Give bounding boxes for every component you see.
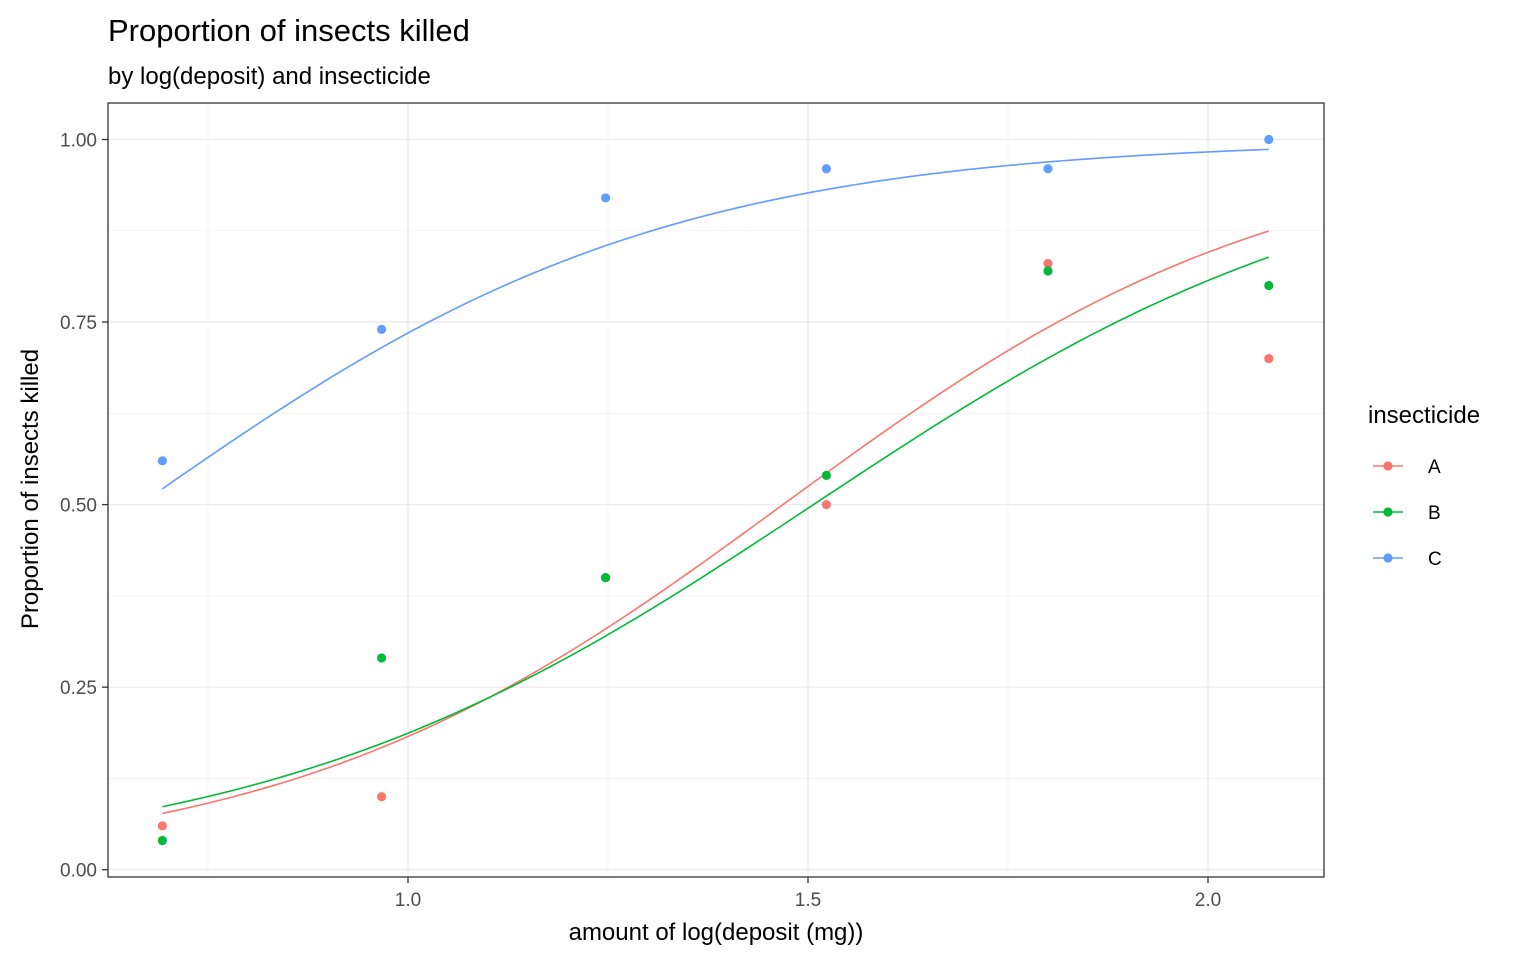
axes: 1.0 1.5 2.0 0.00 0.25 0.50 0.75 1.00 <box>60 131 1221 911</box>
data-point-b <box>1264 280 1274 291</box>
data-points <box>157 134 1274 846</box>
data-point-b <box>377 653 387 663</box>
y-tick-label: 0.25 <box>60 678 97 699</box>
legend-key-point <box>1383 507 1393 517</box>
legend-label: B <box>1428 503 1441 524</box>
y-tick-label: 1.00 <box>60 131 97 152</box>
data-point-b <box>1043 266 1053 276</box>
data-point-b <box>157 835 167 846</box>
fit-line-a <box>162 230 1270 815</box>
grid <box>108 103 1324 877</box>
legend-key-point <box>1383 553 1393 563</box>
fit-line-c <box>161 148 1269 490</box>
data-point-b <box>601 573 611 583</box>
data-point-c <box>1043 164 1053 174</box>
legend: insecticide A B C <box>1368 402 1480 570</box>
data-point-c <box>601 193 611 203</box>
legend-item-a: A <box>1373 457 1441 478</box>
legend-key-point <box>1383 461 1393 471</box>
legend-item-b: B <box>1373 503 1441 524</box>
panel-border <box>107 102 1325 878</box>
legend-label: C <box>1428 549 1442 570</box>
x-tick-label: 1.0 <box>395 890 421 911</box>
data-point-c <box>821 164 832 174</box>
data-point-a <box>1264 353 1274 364</box>
y-tick-label: 0.75 <box>60 313 97 334</box>
y-axis-title: Proportion of insects killed <box>17 349 44 629</box>
data-point-c <box>1264 134 1274 145</box>
fit-line-b <box>162 256 1270 808</box>
data-point-a <box>377 792 387 802</box>
x-axis-title: amount of log(deposit (mg)) <box>569 919 864 946</box>
data-point-a <box>157 821 167 831</box>
legend-label: A <box>1428 457 1441 478</box>
data-point-b <box>821 470 832 480</box>
fit-lines <box>161 148 1270 815</box>
data-point-c <box>157 456 167 466</box>
x-tick-label: 1.5 <box>795 890 821 911</box>
y-tick-label: 0.50 <box>60 496 97 517</box>
data-point-a <box>821 500 832 510</box>
chart-title: Proportion of insects killed <box>108 13 470 48</box>
data-point-c <box>377 324 387 334</box>
legend-item-c: C <box>1373 549 1442 570</box>
legend-title: insecticide <box>1368 402 1480 429</box>
y-tick-label: 0.00 <box>60 861 97 882</box>
x-tick-label: 2.0 <box>1195 890 1221 911</box>
chart-subtitle: by log(deposit) and insecticide <box>108 63 431 90</box>
data-point-a <box>1043 259 1053 269</box>
